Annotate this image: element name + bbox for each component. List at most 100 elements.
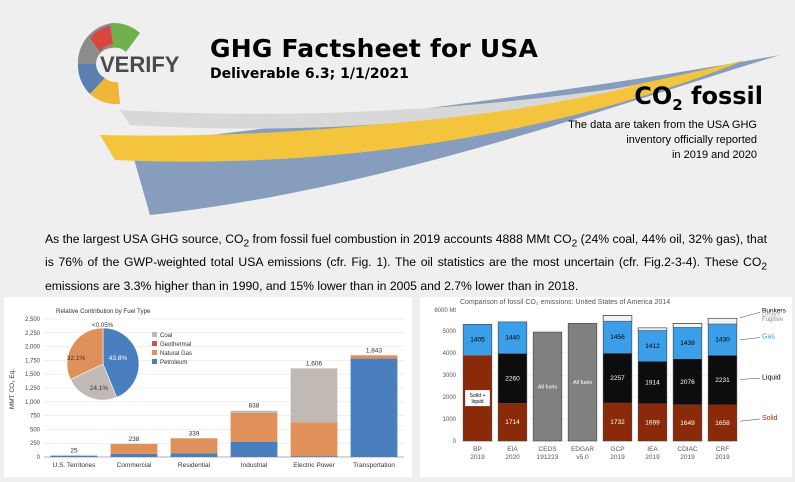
x-tick-label: U.S. Territories — [53, 462, 97, 469]
legend-label: Coal — [160, 333, 172, 339]
bar-petroleum — [351, 359, 398, 457]
legend-solid: Solid — [762, 415, 778, 422]
bar-segment-value: 1430 — [715, 337, 730, 344]
x-tick-label: 2019 — [715, 454, 730, 461]
bar-natural-gas — [111, 444, 158, 454]
y-tick-label: 1,250 — [25, 386, 41, 392]
pie-slice-label: 43.8% — [109, 355, 128, 362]
x-tick-label: CDIAC — [677, 446, 698, 453]
legend-fugitive: Fugitive — [762, 317, 784, 323]
dataset-comparison-chart: Comparison of fossil CO₂ emissions: Unit… — [420, 297, 792, 477]
y-tick-label: 500 — [30, 427, 41, 433]
y-tick-label: 1,750 — [25, 358, 41, 364]
bar-segment-value: 1658 — [715, 420, 730, 427]
legend-swatch — [152, 359, 157, 364]
x-tick-label: Commercial — [117, 462, 152, 469]
bar-segment-value: 1699 — [645, 419, 660, 426]
y-tick-label: 2,250 — [25, 331, 41, 337]
x-tick-label: EDGAR — [571, 446, 594, 453]
pie-title: Relative Contribution by Fuel Type — [56, 308, 151, 315]
bar-segment-value: 2260 — [505, 375, 520, 382]
note-line-1: The data are taken from the USA GHG — [517, 118, 757, 133]
y-tick-label: 250 — [30, 441, 41, 447]
y-tick-label: 1,000 — [25, 400, 41, 406]
pie-slice-label: 24.1% — [90, 385, 109, 392]
legend-label: Natural Gas — [160, 351, 192, 357]
note-line-3: in 2019 and 2020 — [517, 148, 757, 163]
y-tick-label: 1000 — [443, 417, 457, 423]
bar-segment-value: 2076 — [680, 379, 695, 386]
bar-petroleum — [231, 442, 278, 457]
x-tick-label: 2019 — [470, 454, 485, 461]
bar-natural-gas — [291, 422, 338, 456]
bar-segment-value: 1412 — [645, 343, 660, 350]
bar-segment-value: 2257 — [610, 375, 625, 382]
logo-text: VERIFY — [100, 52, 180, 77]
bar-bunkers — [673, 323, 702, 327]
bar-total-label: 1,606 — [306, 360, 323, 367]
bar-segment-value: 1914 — [645, 380, 660, 387]
bar-petroleum — [111, 454, 158, 457]
x-tick-label: IEA — [647, 446, 658, 453]
bar-coal — [291, 368, 338, 422]
x-tick-label: Industrial — [241, 462, 268, 469]
bar-segment-value: 1405 — [470, 337, 485, 344]
legend-leader — [740, 338, 760, 340]
legend-label: Petroleum — [160, 360, 187, 366]
bar-total-label: 838 — [249, 403, 260, 410]
bar-total-label: 238 — [129, 436, 140, 443]
bar-natural-gas — [171, 438, 218, 453]
x-tick-label: Electric Power — [293, 462, 335, 469]
legend-liquid: Liquid — [762, 374, 781, 381]
bar-segment-value: 2231 — [715, 377, 730, 384]
bar-total-label: 339 — [189, 430, 200, 437]
pie-slice-label: 32.1% — [67, 355, 86, 362]
x-tick-label: BP — [473, 446, 482, 453]
page-title: GHG Factsheet for USA — [210, 34, 538, 63]
bar-total-label: 1,843 — [366, 347, 383, 354]
bar-petroleum — [51, 456, 98, 457]
y-unit-label: 6000 Mt — [434, 308, 456, 314]
bar-bunkers — [603, 315, 632, 321]
x-tick-label: 2020 — [505, 454, 520, 461]
y-tick-label: 2,500 — [25, 317, 41, 323]
legend-swatch — [152, 350, 157, 355]
y-tick-label: 3000 — [443, 373, 457, 379]
y-tick-label: 2,000 — [25, 345, 41, 351]
chart-title: Comparison of fossil CO₂ emissions: Unit… — [460, 299, 670, 306]
bar-segment-label: liquid — [471, 399, 483, 405]
bar-petroleum — [171, 453, 218, 457]
page-subtitle: Deliverable 6.3; 1/1/2021 — [210, 66, 409, 82]
x-tick-label: 2019 — [645, 454, 660, 461]
x-tick-label: 191223 — [537, 454, 559, 461]
verify-logo: VERIFY — [78, 23, 180, 104]
bar-petroleum — [291, 456, 338, 457]
legend-leader — [740, 378, 760, 379]
legend-leader — [740, 312, 760, 318]
bar-segment-value: 1732 — [610, 419, 625, 426]
y-tick-label: 4000 — [443, 351, 457, 357]
bar-segment-value: 1440 — [505, 335, 520, 342]
y-tick-label: 2000 — [443, 395, 457, 401]
y-axis-label: MMT CO₂ Eq. — [9, 369, 16, 410]
x-tick-label: EIA — [507, 446, 518, 453]
bar-segment-value: 1649 — [680, 420, 695, 427]
legend-gas: Gas — [762, 334, 775, 341]
bar-total-label: 25 — [70, 448, 78, 455]
summary-paragraph: As the largest USA GHG source, CO2 from … — [45, 230, 767, 295]
bar-natural-gas — [351, 355, 398, 358]
bar-segment-label: All fuels — [573, 380, 593, 386]
bar-natural-gas — [231, 413, 278, 442]
x-tick-label: CRF — [716, 446, 729, 453]
x-tick-label: GCP — [610, 446, 624, 453]
legend-swatch — [152, 332, 157, 337]
bar-segment-label: All fuels — [538, 385, 558, 391]
note-line-2: inventory officially reported — [517, 133, 757, 148]
legend-leader — [740, 419, 760, 421]
x-tick-label: Residential — [178, 462, 211, 469]
x-tick-label: CEDS — [538, 446, 557, 453]
bar-segment-value: 1714 — [505, 419, 520, 426]
y-tick-label: 5000 — [443, 329, 457, 335]
y-tick-label: 1,500 — [25, 372, 41, 378]
